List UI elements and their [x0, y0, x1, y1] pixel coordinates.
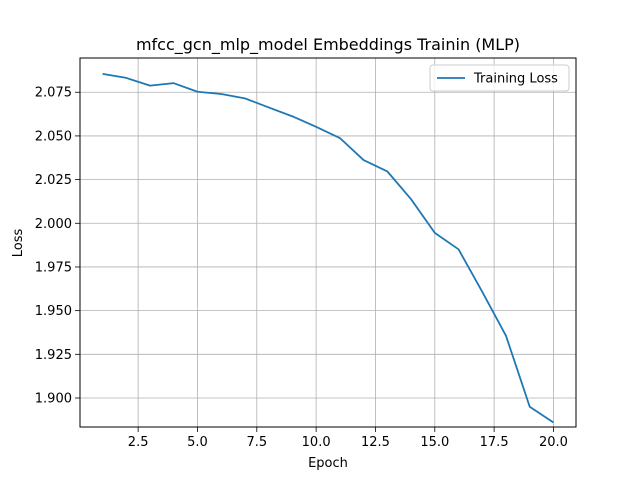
- y-tick-label: 2.050: [35, 129, 72, 144]
- x-axis-label: Epoch: [308, 456, 348, 471]
- legend-box: [429, 64, 570, 92]
- y-tick-label: 1.975: [35, 260, 72, 275]
- y-tick-label: 2.075: [35, 86, 72, 101]
- x-tick-label: 10.0: [302, 435, 331, 450]
- legend-label: Training Loss: [473, 72, 558, 87]
- legend: Training Loss: [429, 64, 570, 92]
- x-tick-label: 15.0: [420, 435, 449, 450]
- y-tick-label: 2.025: [35, 173, 72, 188]
- x-tick-label: 2.5: [128, 435, 149, 450]
- y-tick-label: 1.925: [35, 348, 72, 363]
- series-line: [102, 73, 554, 424]
- series-layer: [102, 73, 554, 424]
- x-tick-label: 12.5: [361, 435, 390, 450]
- x-tick-label: 20.0: [539, 435, 568, 450]
- y-tick-layer: 1.900 1.925 1.950 1.975 2.000 2.025 2.050 2.075: [35, 86, 80, 406]
- y-tick-label: 1.900: [35, 391, 72, 406]
- y-tick-label: 2.000: [35, 217, 72, 232]
- plot-frame: [79, 57, 577, 428]
- y-axis-label: Loss: [11, 229, 26, 258]
- x-tick-label: 5.0: [187, 435, 208, 450]
- x-tick-label: 17.5: [480, 435, 509, 450]
- x-tick-label: 7.5: [246, 435, 267, 450]
- chart-title: mfcc_gcn_mlp_model Embeddings Trainin (M…: [136, 35, 520, 55]
- x-tick-layer: 2.5 5.0 7.5 10.0 12.5 15.0 17.5 20.0: [128, 427, 568, 450]
- y-tick-label: 1.950: [35, 304, 72, 319]
